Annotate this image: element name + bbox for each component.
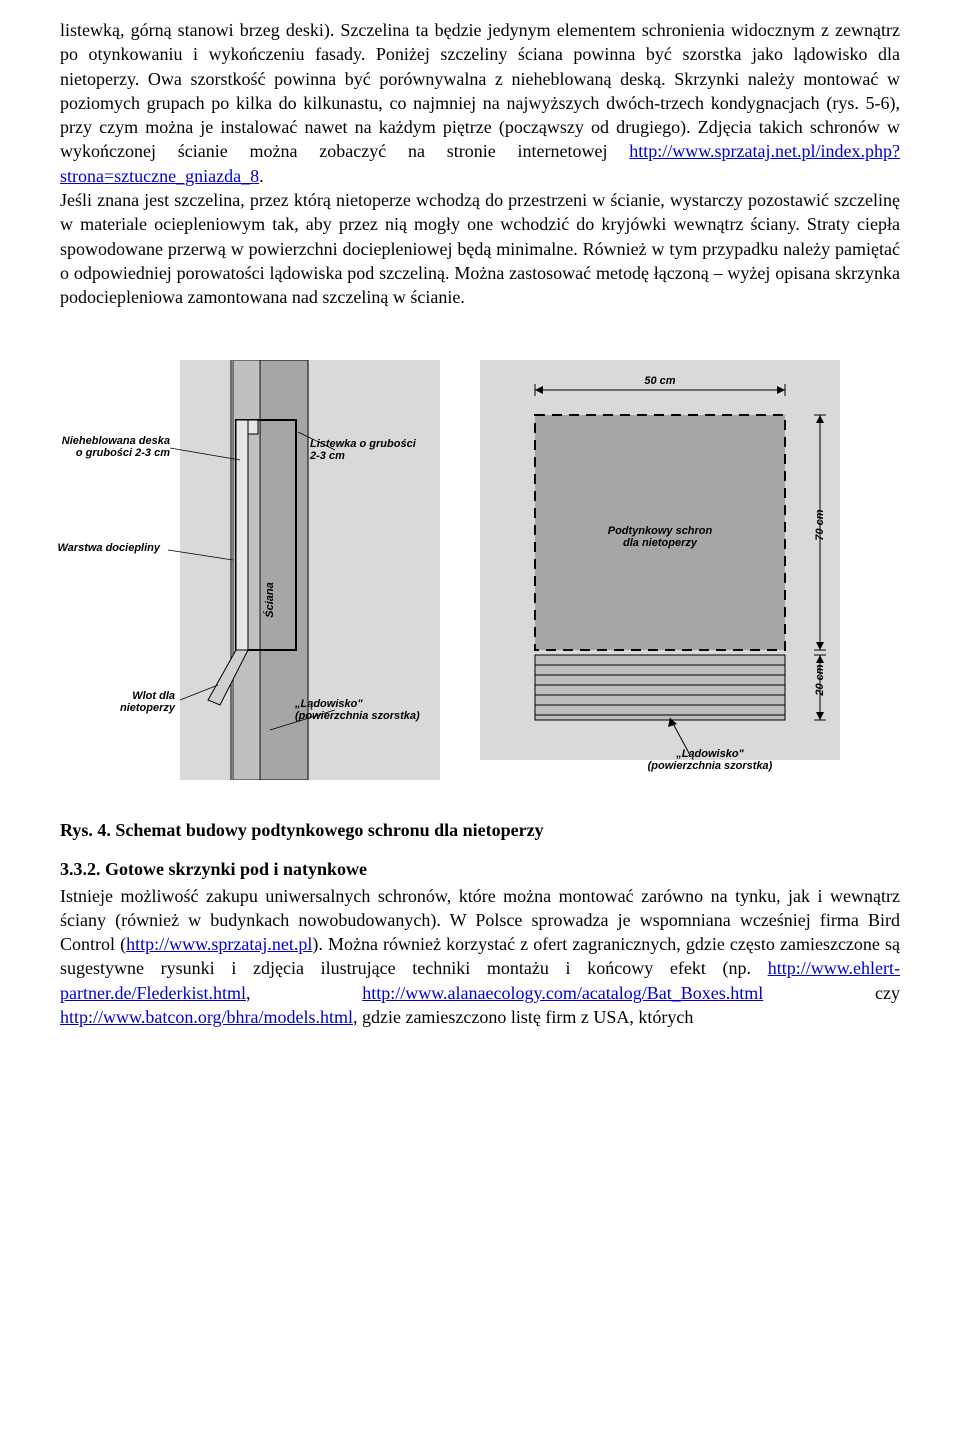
paragraph-main-2: Istnieje możliwość zakupu uniwersalnych … <box>60 884 900 1030</box>
text-span: , gdzie zamieszczono listę firm z USA, k… <box>353 1007 693 1027</box>
section-title-332: 3.3.2. Gotowe skrzynki pod i natynkowe <box>60 859 900 880</box>
text-span: Jeśli znana jest szczelina, przez którą … <box>60 190 900 307</box>
dim-right-20: 20 cm <box>814 655 827 705</box>
text-span: . <box>259 166 264 186</box>
paragraph-main-1: listewką, górną stanowi brzeg deski). Sz… <box>60 18 900 310</box>
front-view-svg <box>480 360 860 780</box>
figure-cross-section: Nieheblowana deskao grubości 2-3 cm List… <box>60 360 440 780</box>
link-alanaecology[interactable]: http://www.alanaecology.com/acatalog/Bat… <box>362 983 763 1003</box>
label-wlot: Wlot dlanietoperzy <box>80 690 175 715</box>
text-span: czy <box>763 983 900 1003</box>
dim-right-70: 70 cm <box>814 500 827 550</box>
label-schron: Podtynkowy schrondla nietoperzy <box>590 525 730 550</box>
label-listewka: Listewka o grubości2-3 cm <box>310 438 430 463</box>
figure-front-view: 50 cm 70 cm 20 cm Podtynkowy schrondla n… <box>480 360 860 780</box>
figure-caption: Rys. 4. Schemat budowy podtynkowego schr… <box>60 820 900 841</box>
link-batcon[interactable]: http://www.batcon.org/bhra/models.html <box>60 1007 353 1027</box>
label-ladowisko-left: „Lądowisko"(powierzchnia szorstka) <box>295 698 440 723</box>
label-ladowisko-right: „Lądowisko"(powierzchnia szorstka) <box>630 748 790 773</box>
label-deska: Nieheblowana deskao grubości 2-3 cm <box>50 435 170 460</box>
link-sprzataj[interactable]: http://www.sprzataj.net.pl <box>126 934 312 954</box>
label-sciana: Ściana <box>264 580 277 620</box>
figure-row: Nieheblowana deskao grubości 2-3 cm List… <box>60 360 900 780</box>
dim-top: 50 cm <box>630 375 690 388</box>
text-span: , <box>246 983 362 1003</box>
label-docieplina: Warstwa dociepliny <box>40 542 160 555</box>
